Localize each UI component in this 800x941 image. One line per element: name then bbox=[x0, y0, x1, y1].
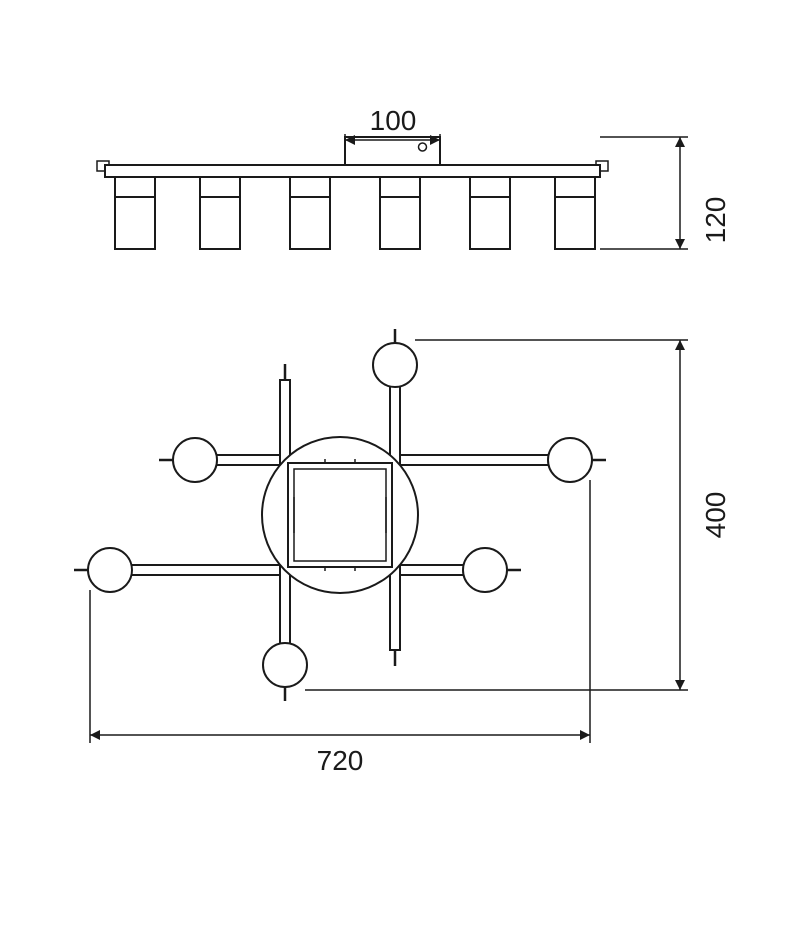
top-view: 720 400 bbox=[74, 329, 731, 776]
dimension-drawing: 100 120 720 400 bbox=[0, 0, 800, 941]
dim-depth: 400 bbox=[700, 492, 731, 539]
dim-height: 120 bbox=[700, 197, 731, 244]
dim-mount-width: 100 bbox=[370, 105, 417, 136]
dim-width: 720 bbox=[317, 745, 364, 776]
side-view: 100 120 bbox=[97, 105, 731, 249]
